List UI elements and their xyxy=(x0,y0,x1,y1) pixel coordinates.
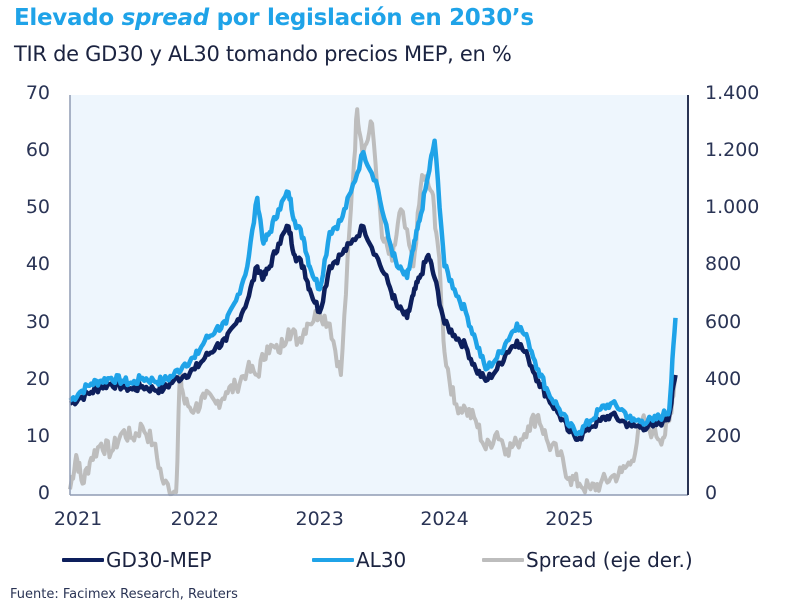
legend-swatch-al30 xyxy=(312,558,354,562)
left-tick-label: 60 xyxy=(25,139,50,162)
title-italic: spread xyxy=(121,5,210,31)
series-al30-line xyxy=(68,138,678,437)
x-tick-label: 2022 xyxy=(170,508,220,530)
legend-item-al30: AL30 xyxy=(312,548,406,572)
legend-item-spread: Spread (eje der.) xyxy=(482,548,693,572)
left-tick-label: 50 xyxy=(25,196,50,219)
left-tick-label: 20 xyxy=(25,367,50,390)
legend-label-al30: AL30 xyxy=(356,548,407,572)
left-tick-label: 40 xyxy=(25,253,50,276)
chart-subtitle: TIR de GD30 y AL30 tomando precios MEP, … xyxy=(14,42,512,66)
right-tick-label: 0 xyxy=(705,482,718,504)
series-gd30-line xyxy=(68,223,678,442)
title-part-2: por legislación en 2030’s xyxy=(208,5,534,31)
right-tick-label: 800 xyxy=(705,253,742,276)
series-spread-line xyxy=(68,107,678,497)
left-tick-label: 30 xyxy=(25,310,50,333)
legend-swatch-gd30 xyxy=(62,558,104,562)
legend-item-gd30: GD30-MEP xyxy=(62,548,212,572)
right-tick-label: 200 xyxy=(705,424,742,447)
left-tick-label: 70 xyxy=(25,82,50,104)
legend-label-spread: Spread (eje der.) xyxy=(526,548,693,572)
left-tick-label: 0 xyxy=(37,482,50,504)
legend-swatch-spread xyxy=(482,558,524,562)
right-tick-label: 600 xyxy=(705,310,742,333)
right-tick-label: 400 xyxy=(705,367,742,390)
chart-title: Elevado spread por legislación en 2030’s xyxy=(14,5,534,31)
title-part-1: Elevado xyxy=(14,5,122,31)
right-tick-label: 1.400 xyxy=(705,82,760,104)
series-layer xyxy=(68,107,678,497)
x-tick-label: 2021 xyxy=(53,508,103,530)
x-tick-label: 2023 xyxy=(295,508,344,530)
x-tick-label: 2024 xyxy=(420,508,469,530)
legend: GD30-MEP AL30 Spread (eje der.) xyxy=(0,548,800,582)
right-tick-label: 1.200 xyxy=(705,139,760,162)
x-tick-label: 2025 xyxy=(545,508,594,530)
right-tick-label: 1.000 xyxy=(705,196,760,219)
source-note: Fuente: Facimex Research, Reuters xyxy=(10,587,238,602)
plot-background xyxy=(70,95,688,495)
legend-label-gd30: GD30-MEP xyxy=(106,548,212,572)
left-tick-label: 10 xyxy=(25,424,50,447)
